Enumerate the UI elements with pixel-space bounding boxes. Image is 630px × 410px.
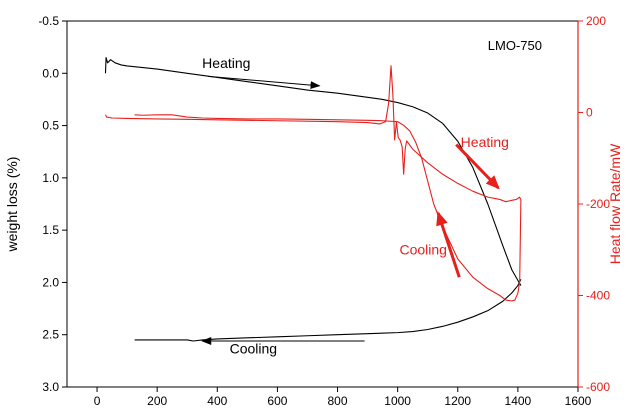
annotation-arrow-1 [208,75,321,90]
ticks-layer: 0 200 400 600 800 1000 1200 1400 1600 -0.5 0.0 0.5 1… [38,14,610,408]
x-tick-label: 800 [328,394,348,408]
annotation-arrow-3 [455,143,500,190]
x-tick-label: 600 [267,394,287,408]
series-line-2 [134,279,522,342]
y-left-axis-title: weight loss (%) [4,157,20,253]
y-left-tick-label: 2.5 [42,328,59,342]
y-right-axis-title: Heat flow Rate/mW [607,143,623,264]
x-tick-label: 1600 [565,394,592,408]
x-tick-label: 0 [94,394,101,408]
plot-frame [66,20,579,388]
x-tick-label: 400 [207,394,227,408]
y-left-tick-label: 0.0 [42,66,59,80]
y-right-tick-label: 200 [586,14,606,28]
y-left-tick-label: -0.5 [38,14,59,28]
y-right-tick-label: -200 [586,197,610,211]
x-tick-label: 1000 [384,394,411,408]
y-left-tick-label: 0.5 [42,119,59,133]
y-left-tick-label: 1.0 [42,171,59,185]
annotation-label-4: Cooling [399,241,446,257]
y-left-tick-label: 2.0 [42,275,59,289]
annotation-label-3: Heating [461,134,509,150]
series-line-4 [134,114,522,302]
sample-tag: LMO-750 [488,38,542,53]
x-tick-label: 200 [147,394,167,408]
y-left-tick-label: 1.5 [42,223,59,237]
series-layer [104,57,522,342]
y-left-tick-label: 3.0 [42,380,59,394]
y-right-tick-label: -400 [586,289,610,303]
y-right-tick-label: 0 [586,106,593,120]
annotation-arrow-4 [436,211,461,278]
x-tick-label: 1200 [444,394,471,408]
series-line-3 [104,65,522,203]
annotation-label-2: Cooling [230,341,277,357]
annotation-label-1: Heating [202,55,250,71]
annotations-layer: Heating Cooling Heating Cooling [201,55,509,357]
x-tick-label: 1400 [505,394,532,408]
y-right-tick-label: -600 [586,380,610,394]
series-line-1 [104,57,522,286]
